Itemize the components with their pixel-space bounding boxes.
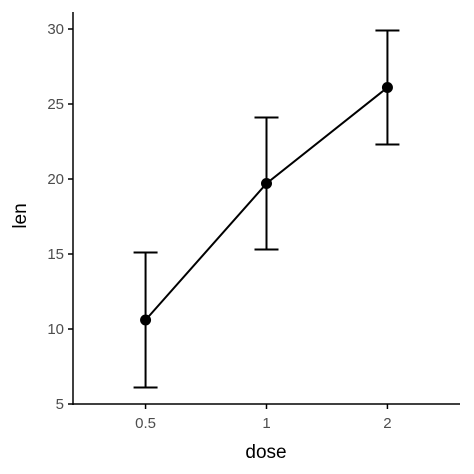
x-axis-title: dose — [245, 442, 286, 463]
data-point — [381, 82, 393, 93]
y-axis-title: len — [10, 203, 31, 228]
y-tick-label: 10 — [47, 321, 64, 338]
y-tick-label: 20 — [47, 171, 64, 188]
y-tick-label: 5 — [56, 396, 64, 413]
x-tick-label: 1 — [262, 415, 270, 432]
y-tick-label: 30 — [47, 21, 64, 38]
data-point — [261, 178, 272, 189]
x-axis-ticks: 0.5 1 2 — [135, 404, 392, 432]
x-tick-label: 2 — [383, 415, 391, 432]
series-group — [133, 29, 400, 389]
y-tick-label: 15 — [47, 246, 64, 263]
y-axis-ticks: 5 10 15 20 25 30 — [47, 21, 73, 413]
y-tick-label: 25 — [47, 96, 64, 113]
x-tick-label: 0.5 — [135, 415, 156, 432]
data-point — [140, 314, 152, 326]
